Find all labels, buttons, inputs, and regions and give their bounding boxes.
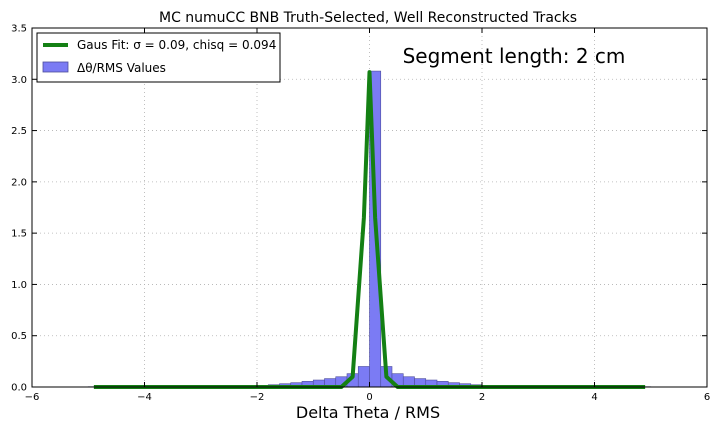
legend: Gaus Fit: σ = 0.09, chisq = 0.094 Δθ/RMS… xyxy=(36,32,281,83)
x-tick-label: −6 xyxy=(25,392,40,403)
x-tick-label: −4 xyxy=(137,392,152,403)
x-axis-label: Delta Theta / RMS xyxy=(296,403,440,422)
legend-hist-label: Δθ/RMS Values xyxy=(77,61,166,75)
gaussian-fit-line xyxy=(93,70,646,389)
legend-hist-swatch xyxy=(42,61,69,73)
x-tick-label: 4 xyxy=(591,392,597,403)
y-tick-label: 1.5 xyxy=(11,229,27,240)
y-tick-label: 0.0 xyxy=(11,383,27,394)
legend-fit-label: Gaus Fit: σ = 0.09, chisq = 0.094 xyxy=(77,38,276,52)
x-tick-label: −2 xyxy=(250,392,265,403)
y-tick-label: 1.0 xyxy=(11,280,27,291)
x-tick-label: 6 xyxy=(704,392,710,403)
histogram-bar xyxy=(357,366,370,388)
x-tick-label: 2 xyxy=(479,392,485,403)
legend-frame xyxy=(36,32,281,83)
segment-length-annotation: Segment length: 2 cm xyxy=(403,44,626,68)
gaussian-fit xyxy=(93,70,646,389)
y-tick-label: 2.0 xyxy=(11,177,27,188)
x-tick-label: 0 xyxy=(366,392,372,403)
y-tick-label: 3.0 xyxy=(11,75,27,86)
y-tick-label: 0.5 xyxy=(11,331,27,342)
y-tick-label: 3.5 xyxy=(11,24,27,35)
axis-ticks: −6 −4 −2 0 2 4 6 0.0 0.5 1.0 1.5 2.0 2.5 3.0 3.5 xyxy=(11,24,710,404)
chart-title: MC numuCC BNB Truth-Selected, Well Recon… xyxy=(159,10,577,26)
y-tick-label: 2.5 xyxy=(11,126,27,137)
